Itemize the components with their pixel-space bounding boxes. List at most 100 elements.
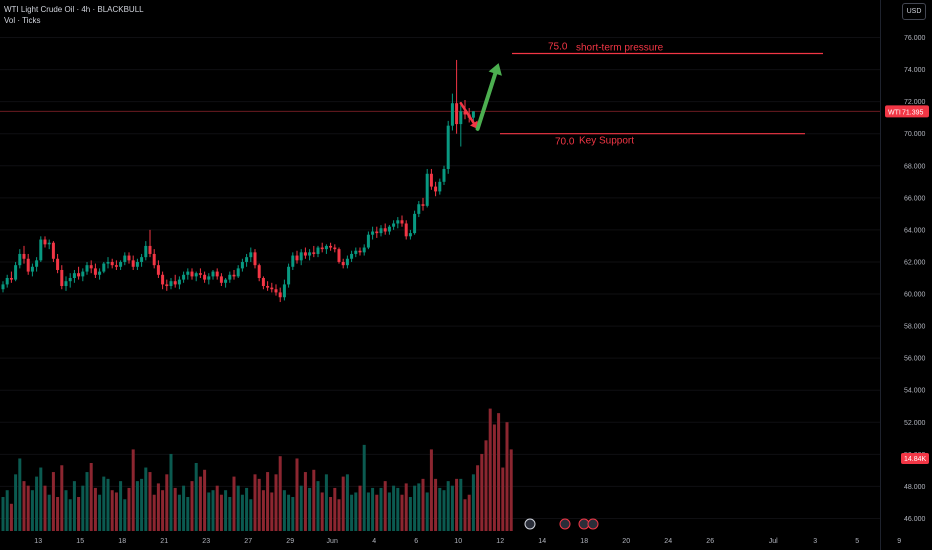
volume-bar — [68, 499, 72, 531]
candle — [39, 239, 43, 261]
volume-bar — [169, 453, 173, 531]
candle — [261, 278, 265, 287]
candle — [312, 252, 316, 254]
y-tick-label: 48.000 — [904, 484, 926, 491]
volume-bar — [228, 497, 232, 531]
volume-bar — [354, 492, 358, 531]
candle — [375, 231, 379, 234]
volume-bar — [144, 467, 148, 531]
volume-bar — [295, 458, 299, 531]
volume-bar — [56, 497, 60, 531]
volume-bar — [203, 469, 207, 531]
x-tick-label: 4 — [372, 538, 376, 545]
candle — [295, 255, 299, 261]
chart-legend: WTI Light Crude Oil · 4h · BLACKBULL Vol… — [4, 4, 144, 26]
volume-bar — [266, 472, 270, 531]
support-value-label: 70.0 — [555, 137, 575, 148]
candle — [203, 274, 207, 280]
volume-bar — [123, 499, 127, 531]
volume-bar — [5, 490, 9, 531]
volume-bar — [127, 487, 131, 531]
lightning-event-icon — [524, 518, 536, 530]
current-price-value: 71.395 — [902, 109, 924, 116]
x-tick-label: 9 — [897, 538, 901, 545]
volume-bar — [14, 474, 18, 531]
y-tick-label: 74.000 — [904, 67, 926, 74]
down-arrow-shaft — [459, 101, 476, 125]
candle — [396, 220, 400, 224]
candle — [240, 261, 244, 269]
candle — [400, 220, 404, 224]
volume-bar — [446, 481, 450, 531]
current-volume-badge — [901, 453, 929, 464]
candle — [425, 173, 429, 206]
volume-bar — [417, 483, 421, 531]
volume-bar — [329, 497, 333, 531]
symbol-title[interactable]: WTI Light Crude Oil · 4h · BLACKBULL — [4, 5, 144, 14]
candle — [253, 252, 257, 266]
volume-bar — [392, 485, 396, 531]
volume-bar — [383, 481, 387, 531]
volume-bar — [379, 487, 383, 531]
candle — [219, 276, 223, 283]
volume-bar — [198, 476, 202, 531]
candle — [408, 233, 412, 237]
candle — [64, 281, 68, 287]
candle — [144, 245, 148, 258]
candle — [379, 228, 383, 234]
candle — [270, 287, 274, 290]
volume-bar — [98, 494, 102, 531]
candle — [228, 274, 232, 280]
volume-bar — [278, 456, 282, 531]
candle — [438, 181, 442, 192]
volume-bar — [60, 465, 64, 531]
candle — [152, 253, 156, 266]
volume-bar — [106, 478, 110, 531]
candle — [434, 186, 438, 192]
candle — [93, 268, 97, 275]
volume-bar — [161, 490, 165, 531]
currency-button[interactable]: USD — [902, 3, 926, 20]
price-axis-border — [880, 0, 881, 550]
candle — [421, 204, 425, 206]
candle — [56, 258, 60, 270]
volume-bar — [320, 492, 324, 531]
candle — [350, 253, 354, 259]
candle — [366, 234, 370, 248]
volume-bar — [442, 490, 446, 531]
candle — [173, 281, 177, 285]
volume-bar — [274, 474, 278, 531]
x-tick-label: 12 — [496, 538, 504, 545]
volume-bar — [89, 463, 93, 531]
candle — [43, 239, 47, 245]
candle — [266, 286, 270, 288]
volume-bar — [400, 494, 404, 531]
volume-bar — [270, 492, 274, 531]
volume-bar — [219, 494, 223, 531]
volume-bar — [484, 440, 488, 531]
volume-bar — [341, 476, 345, 531]
candle — [387, 226, 391, 232]
candle — [249, 252, 253, 258]
candle — [198, 273, 202, 275]
candle — [77, 273, 81, 277]
volume-bar — [77, 497, 81, 531]
up-arrow-shaft — [475, 71, 498, 131]
volume-indicator-title[interactable]: Vol · Ticks — [4, 16, 41, 25]
candle — [22, 253, 26, 259]
volume-bar — [421, 478, 425, 531]
volume-bar — [224, 490, 228, 531]
candle — [329, 245, 333, 248]
candle — [110, 261, 114, 266]
volume-bar — [131, 449, 135, 531]
candle — [169, 281, 173, 287]
x-tick-label: Jul — [769, 538, 778, 545]
volume-bar — [152, 494, 156, 531]
volume-bar — [308, 487, 312, 531]
candle — [127, 255, 131, 261]
candle — [140, 257, 144, 262]
volume-bar — [337, 499, 341, 531]
candle — [308, 252, 312, 256]
candle — [303, 252, 307, 256]
